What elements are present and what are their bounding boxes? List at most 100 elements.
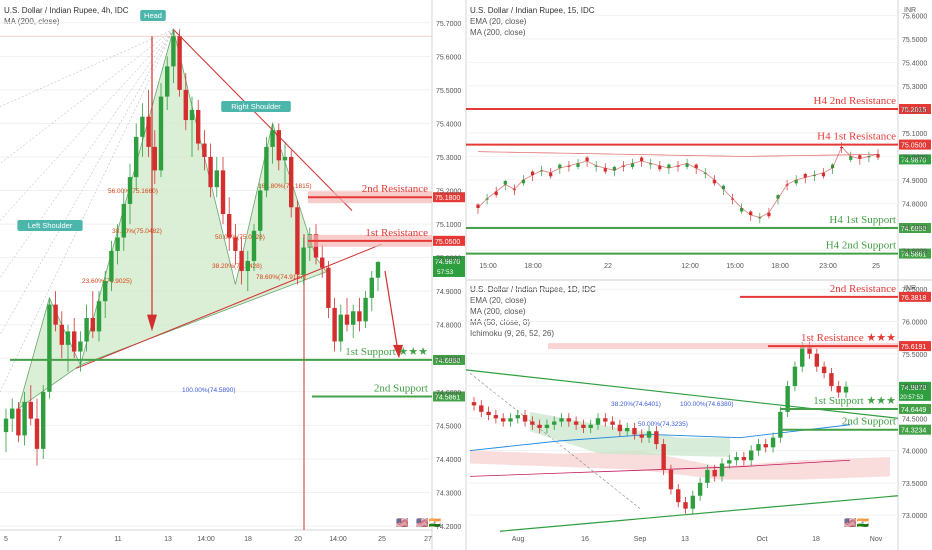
candle-body [344,314,350,325]
tr-y-tick-label: 74.9000 [902,178,927,185]
left-chart-panel[interactable]: U.S. Dollar / Indian Rupee, 4h, IDC MA (… [0,0,465,550]
br-candle-body [683,502,688,509]
left-x-tick-label: 13 [164,536,172,543]
br-candle-body [836,386,841,393]
br-candle-body [748,450,754,461]
tr-level-label: H4 1st Resistance [817,131,896,143]
level-price-tag [433,354,465,365]
br-candle-body [727,460,732,464]
candle-body [41,391,46,449]
tr-levels: H4 2nd Resistance 75.2015 H4 1st Resistanc… [466,95,931,259]
tr-indicator-ema: EMA (20, close) [470,17,527,26]
tr-candle-body [585,157,589,162]
tr-y-tick-label: 74.6000 [902,248,927,255]
br-lower-trendline [499,495,899,532]
candle-body [301,247,306,275]
br-candle-body [800,347,805,367]
candle-body [189,110,195,121]
tr-price-series [476,142,880,224]
br-candle-body [792,366,798,387]
br-candle-body [595,418,601,425]
candle-body [109,250,114,282]
br-candle-body [661,444,666,470]
tr-candle-body [558,164,562,169]
br-x-tick-label: Aug [512,536,525,543]
tr-candle-body [658,165,662,170]
tr-candle-body [576,163,580,167]
br-y-tick-label: 75.0000 [902,384,927,391]
candle-body [115,237,120,251]
tr-candle-body [758,217,762,219]
candle-body [103,281,108,302]
tr-indicator-ma: MA (200, close) [470,28,526,37]
br-flag-icon: 🇺🇸🇮🇳 [844,517,869,529]
left-levels: 2nd Resistance 75.1800 1st Resistance 75.05… [10,183,465,529]
tr-candle-body [694,164,698,169]
br-countdown-text: 20:57:53 [900,395,924,401]
pattern-label: Left Shoulder [28,221,73,230]
left-y-tick-label: 74.8000 [436,323,461,330]
left-y-tick-label: 75.1000 [436,222,461,229]
fib-label: 100.00%(74.5890) [182,387,236,394]
tr-y-tick-label: 75.4000 [902,60,927,67]
br-y-tick-label: 73.0000 [902,513,927,520]
br-level-price-tag-text: 76.3818 [901,295,926,302]
br-candle-body [530,421,535,425]
br-level-label: 1st Resistance ★★★ [801,332,896,344]
tr-y-tick-label: 75.0000 [902,154,927,161]
tr-candle-body [776,195,780,199]
tr-candle-body [867,156,871,158]
tr-last-price-tag [899,154,931,165]
br-candle-body [537,424,542,428]
br-candle-body [712,469,717,477]
tr-candle-body [630,163,635,167]
tr-level-label: H4 2nd Support [826,240,896,252]
left-x-tick-label: 14:00 [197,536,215,543]
bottom-right-chart-panel[interactable]: U.S. Dollar / Indian Rupee, 1D, IDC EMA … [465,283,931,543]
candle-body [96,301,102,332]
top-right-chart-panel[interactable]: U.S. Dollar / Indian Rupee, 15, IDC EMA … [465,0,932,550]
candle-body [227,214,232,238]
tr-y-tick-label: 75.1000 [902,131,927,138]
tr-candle-body [640,157,644,162]
projection-arrow-head [393,344,403,359]
tr-chart-title: U.S. Dollar / Indian Rupee, 15, IDC [470,6,595,15]
br-x-tick-label: Oct [757,536,768,543]
br-x-tick-label: Sep [634,536,647,543]
tr-candle-body [676,165,680,167]
fib-label: 78.60%(74.9167) [256,274,306,281]
level-price-tag-text: 75.0500 [435,239,460,246]
fib-fan-line [0,29,174,392]
level-price-tag-text: 75.1800 [435,195,460,202]
tr-y-tick-label: 75.6000 [902,13,927,20]
br-y-tick-label: 74.5000 [902,416,927,423]
candle-body [214,170,219,188]
tr-candle-body [649,163,653,165]
candle-body [295,207,300,275]
br-levels: 2nd Resistance 76.3818 1st Resistance ★★★ 7… [548,283,931,529]
br-last-price-text: 74.9870 [901,385,926,392]
left-y-tick-label: 75.2000 [436,189,461,196]
candle-body [16,408,21,436]
candle-body [239,250,244,272]
tr-candle-body [803,173,807,178]
candle-body [369,277,374,298]
pattern-label-bg [140,10,166,21]
tr-level-price-tag-text: 74.5861 [901,252,926,259]
tr-candle-body [876,153,880,158]
candle-body [196,110,201,144]
br-fib-label: 50.00%(74.3235) [638,421,688,428]
candle-body [338,314,343,342]
br-y-ticks: 76.5000 76.0000 75.5000 75.0000 74.5000 74.00… [902,287,927,520]
tr-candle-body [512,189,516,191]
br-y-tick-label: 76.5000 [902,287,927,294]
left-x-tick-label: 20 [294,536,302,543]
tr-y-tick-label: 75.5000 [902,37,927,44]
candle-body [357,311,362,322]
candle-body [34,418,40,449]
projection-arrow [384,270,399,352]
tr-candle-body [521,179,526,184]
tr-level-label: H4 1st Support [829,214,896,226]
fib-label: 38.20%(75.0482) [112,228,162,235]
left-y-tick-label: 74.4000 [436,457,461,464]
